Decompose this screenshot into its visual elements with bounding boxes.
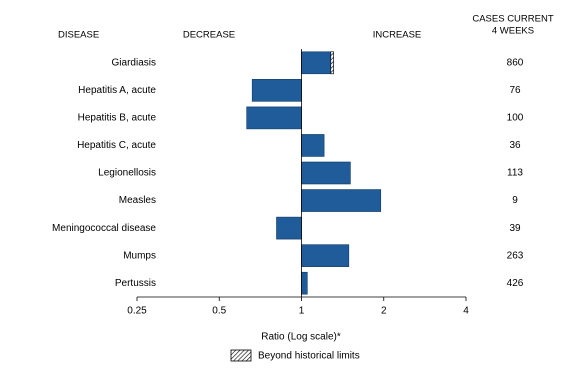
bar [276, 216, 302, 240]
bar [301, 161, 351, 185]
beyond-limits [330, 51, 334, 75]
legend-swatch [230, 349, 252, 362]
bar [301, 189, 382, 212]
cases-value: 426 [507, 278, 524, 289]
header-cases: 4 WEEKS [492, 26, 534, 37]
cases-value: 76 [509, 85, 521, 96]
bar [301, 134, 325, 157]
x-tick-label: 0.5 [212, 306, 226, 317]
cases-value: 860 [507, 57, 524, 68]
x-tick-label: 2 [381, 306, 387, 317]
category-label: Legionellosis [98, 168, 156, 179]
cases-value: 263 [507, 250, 524, 261]
x-tick-label: 4 [463, 306, 469, 317]
category-label: Hepatitis A, acute [78, 85, 156, 96]
category-label: Hepatitis B, acute [78, 113, 157, 124]
category-label: Hepatitis C, acute [77, 140, 156, 151]
bar [301, 244, 350, 267]
x-axis-label: Ratio (Log scale)* [261, 332, 341, 343]
bar [301, 271, 308, 295]
category-label: Mumps [123, 250, 156, 261]
header-cases: CASES CURRENT [472, 14, 553, 25]
header-increase: INCREASE [373, 30, 422, 41]
cases-value: 113 [507, 168, 523, 179]
header-disease: DISEASE [58, 30, 99, 41]
legend-label: Beyond historical limits [258, 351, 360, 362]
header-decrease: DECREASE [183, 30, 235, 41]
cases-value: 36 [509, 140, 521, 151]
cases-value: 39 [509, 223, 521, 234]
category-label: Pertussis [115, 278, 156, 289]
x-tick-label: 1 [299, 306, 305, 317]
category-label: Meningococcal disease [52, 223, 156, 234]
bar [301, 51, 334, 75]
cases-value: 9 [512, 195, 518, 206]
bar [246, 106, 302, 130]
category-label: Giardiasis [112, 57, 156, 68]
category-label: Measles [119, 195, 156, 206]
bar [251, 79, 302, 102]
cases-value: 100 [507, 113, 524, 124]
x-tick-label: 0.25 [127, 306, 147, 317]
